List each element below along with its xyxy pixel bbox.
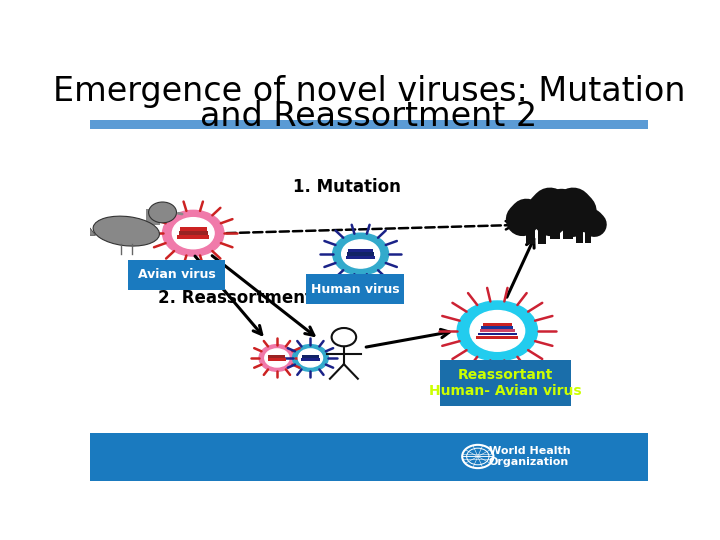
Circle shape	[342, 240, 379, 268]
FancyBboxPatch shape	[576, 231, 582, 242]
FancyBboxPatch shape	[268, 358, 287, 361]
FancyBboxPatch shape	[302, 355, 319, 358]
Circle shape	[172, 218, 214, 249]
FancyBboxPatch shape	[478, 333, 516, 335]
Polygon shape	[84, 221, 96, 235]
FancyBboxPatch shape	[179, 231, 208, 235]
FancyBboxPatch shape	[177, 235, 210, 239]
Text: Avian virus: Avian virus	[138, 268, 215, 281]
Text: Emergence of novel viruses: Mutation: Emergence of novel viruses: Mutation	[53, 75, 685, 109]
FancyBboxPatch shape	[346, 256, 375, 259]
Circle shape	[298, 349, 323, 367]
Circle shape	[524, 200, 549, 219]
FancyBboxPatch shape	[269, 355, 285, 358]
FancyBboxPatch shape	[526, 228, 535, 244]
Circle shape	[148, 202, 176, 223]
FancyBboxPatch shape	[576, 219, 591, 232]
Circle shape	[259, 345, 294, 371]
Circle shape	[575, 210, 593, 224]
FancyBboxPatch shape	[90, 433, 648, 481]
FancyBboxPatch shape	[477, 336, 518, 339]
FancyBboxPatch shape	[145, 209, 160, 225]
FancyBboxPatch shape	[127, 260, 225, 290]
FancyBboxPatch shape	[440, 360, 571, 406]
FancyBboxPatch shape	[480, 329, 515, 332]
FancyBboxPatch shape	[306, 274, 404, 305]
Text: Reassortant
Human- Avian virus: Reassortant Human- Avian virus	[429, 368, 582, 398]
Circle shape	[333, 233, 389, 275]
Ellipse shape	[93, 216, 159, 246]
FancyBboxPatch shape	[483, 323, 511, 326]
Text: Human virus: Human virus	[311, 283, 400, 296]
FancyBboxPatch shape	[347, 252, 374, 255]
Text: World Health
Organization: World Health Organization	[489, 446, 570, 467]
FancyArrowPatch shape	[178, 213, 182, 214]
Text: and Reassortment 2: and Reassortment 2	[200, 100, 538, 133]
FancyBboxPatch shape	[585, 231, 591, 242]
FancyBboxPatch shape	[550, 221, 559, 239]
Circle shape	[457, 301, 538, 361]
Circle shape	[470, 310, 525, 351]
Circle shape	[292, 345, 328, 371]
FancyBboxPatch shape	[564, 221, 573, 239]
Circle shape	[163, 211, 224, 256]
Circle shape	[265, 349, 289, 367]
FancyBboxPatch shape	[180, 227, 207, 231]
Circle shape	[547, 190, 575, 211]
Text: 2. Reassortment: 2. Reassortment	[158, 289, 312, 307]
FancyBboxPatch shape	[550, 202, 573, 222]
FancyBboxPatch shape	[526, 212, 546, 229]
FancyBboxPatch shape	[482, 326, 513, 329]
FancyBboxPatch shape	[538, 228, 546, 244]
Text: 1. Mutation: 1. Mutation	[293, 178, 400, 197]
FancyBboxPatch shape	[348, 248, 373, 252]
FancyBboxPatch shape	[90, 120, 648, 129]
FancyBboxPatch shape	[301, 358, 320, 361]
